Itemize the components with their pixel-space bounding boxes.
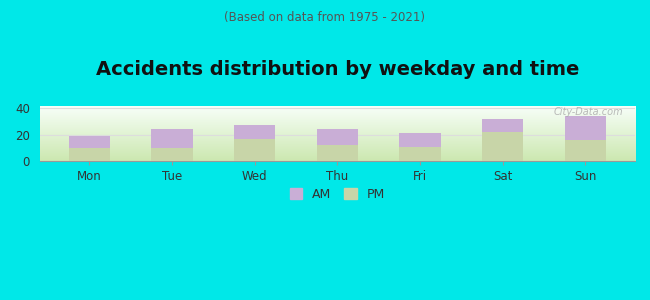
Text: City-Data.com: City-Data.com [553,107,623,117]
Bar [399,133,441,146]
Bar [234,125,276,139]
Bar [482,132,523,161]
Bar [565,116,606,140]
Legend: AM, PM: AM, PM [285,183,390,206]
Bar [68,148,110,161]
Bar [399,146,441,161]
Bar [151,129,192,148]
Bar [68,136,110,148]
Bar [317,145,358,161]
Text: (Based on data from 1975 - 2021): (Based on data from 1975 - 2021) [224,11,426,24]
Bar [234,139,276,161]
Bar [317,129,358,145]
Bar [565,140,606,161]
Bar [482,119,523,132]
Title: Accidents distribution by weekday and time: Accidents distribution by weekday and ti… [96,60,579,79]
Bar [151,148,192,161]
